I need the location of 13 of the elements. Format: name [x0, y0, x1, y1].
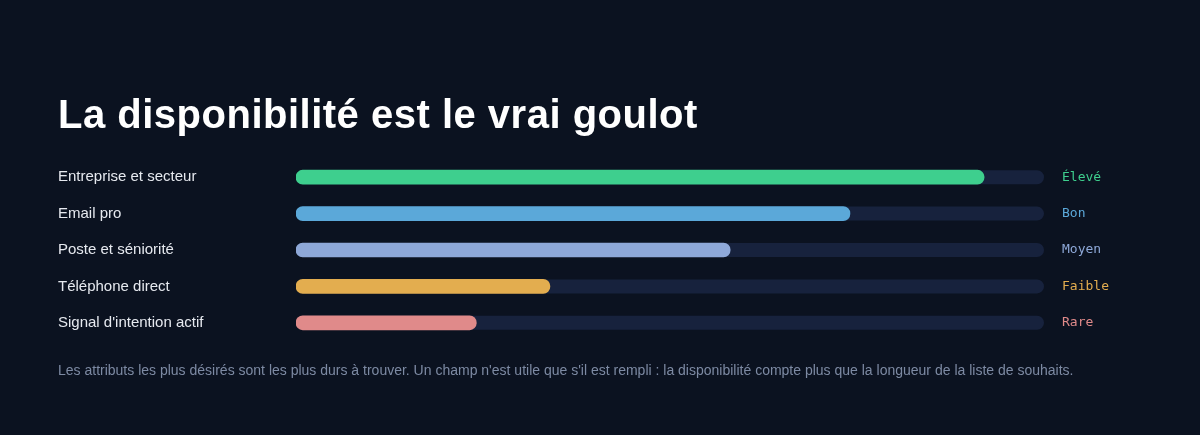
y-tick-label: Téléphone direct	[58, 276, 171, 294]
bar	[296, 315, 477, 331]
text: Rare	[1062, 314, 1094, 330]
text: Moyen	[1062, 241, 1102, 257]
chart-title: La disponibilité est le vrai goulot	[58, 92, 698, 137]
text: Élevé	[1062, 168, 1102, 184]
y-tick-label: Poste et séniorité	[58, 240, 174, 258]
y-tick-label: Email pro	[58, 203, 122, 221]
y-tick-label: Entreprise et secteur	[58, 167, 197, 185]
y-tick-label: Signal d'intention actif	[58, 312, 205, 330]
text: Bon	[1062, 204, 1086, 220]
text: Faible	[1062, 277, 1110, 293]
text: Les attributs les plus désirés sont les plus durs à trouver. Un champ n'est utile que s'il est rempli : la disponibilité compte plus que la longueur de la liste de souhaits.	[58, 362, 1075, 378]
